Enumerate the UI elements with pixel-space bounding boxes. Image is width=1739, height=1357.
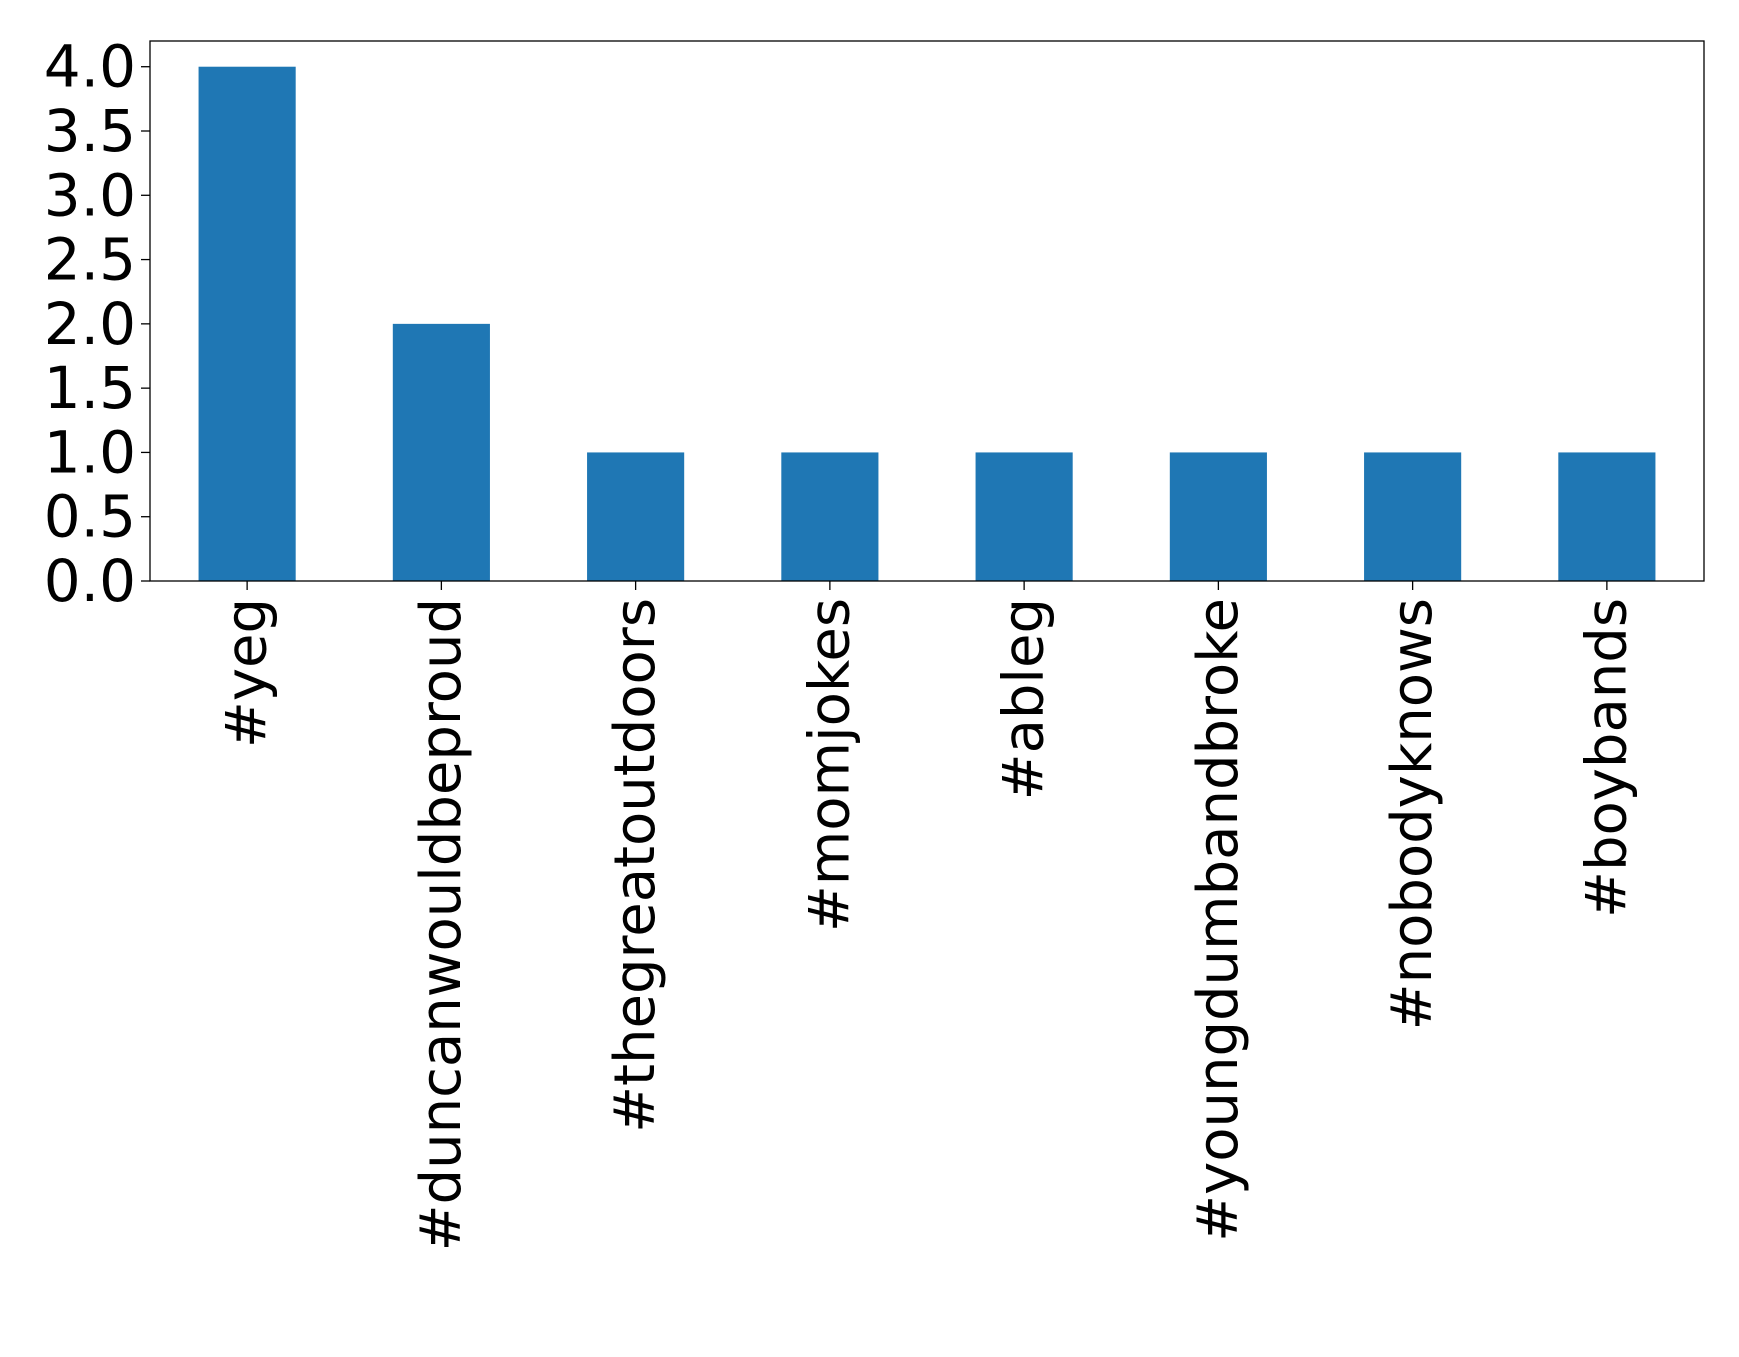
bar-0 bbox=[198, 66, 296, 581]
bar-7 bbox=[1558, 452, 1656, 581]
x-tick-label-2: #thegreatoutdoors bbox=[603, 598, 668, 1133]
x-tick-label-0: #yeg bbox=[215, 598, 280, 748]
x-axis: #yeg #duncanwouldbeproud #thegreatoutdoors… bbox=[215, 581, 1639, 1251]
y-tick-label-4: 2.0 bbox=[44, 290, 136, 358]
x-tick-label-6: #nobodyknows bbox=[1380, 598, 1445, 1030]
y-tick-label-6: 3.0 bbox=[44, 161, 136, 229]
bar-2 bbox=[587, 452, 685, 581]
x-tick-label-5: #youngdumbandbroke bbox=[1186, 598, 1251, 1242]
y-tick-label-7: 3.5 bbox=[44, 97, 136, 165]
plot-frame bbox=[149, 40, 1705, 582]
bar-3 bbox=[781, 452, 879, 581]
y-axis: 0.00.51.01.52.02.53.03.54.0 bbox=[44, 33, 150, 615]
bar-6 bbox=[1364, 452, 1462, 581]
x-tick-label-7: #boybands bbox=[1574, 598, 1639, 918]
y-tick-label-0: 0.0 bbox=[44, 547, 136, 615]
x-tick-label-4: #ableg bbox=[992, 598, 1057, 800]
bar-4 bbox=[975, 452, 1073, 581]
bars-layer bbox=[198, 66, 1656, 581]
y-tick-label-5: 2.5 bbox=[44, 226, 136, 294]
y-tick-label-1: 0.5 bbox=[44, 483, 136, 551]
y-tick-label-8: 4.0 bbox=[44, 33, 136, 101]
x-tick-label-1: #duncanwouldbeproud bbox=[409, 598, 474, 1251]
x-tick-label-3: #momjokes bbox=[797, 598, 862, 932]
bar-1 bbox=[392, 323, 490, 581]
y-tick-label-3: 1.5 bbox=[44, 354, 136, 422]
bar-5 bbox=[1169, 452, 1267, 581]
y-tick-label-2: 1.0 bbox=[44, 418, 136, 486]
